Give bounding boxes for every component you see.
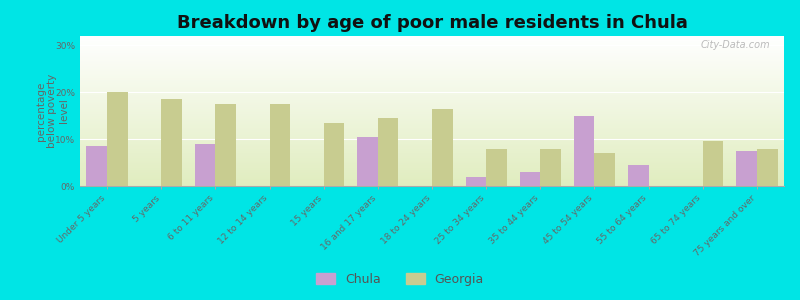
Y-axis label: percentage
below poverty
level: percentage below poverty level bbox=[36, 74, 69, 148]
Bar bbox=[540, 148, 561, 186]
Title: Breakdown by age of poor male residents in Chula: Breakdown by age of poor male residents … bbox=[177, 14, 687, 32]
Bar bbox=[702, 142, 723, 186]
Bar bbox=[358, 137, 378, 186]
Bar bbox=[378, 118, 398, 186]
Bar bbox=[162, 99, 182, 186]
Legend: Chula, Georgia: Chula, Georgia bbox=[311, 268, 489, 291]
Bar bbox=[107, 92, 128, 186]
Bar bbox=[486, 148, 506, 186]
Bar bbox=[195, 144, 215, 186]
Bar bbox=[215, 104, 236, 186]
Bar bbox=[574, 116, 594, 186]
Bar bbox=[466, 177, 486, 186]
Bar bbox=[270, 104, 290, 186]
Bar bbox=[594, 153, 615, 186]
Bar bbox=[628, 165, 649, 186]
Bar bbox=[86, 146, 107, 186]
Bar bbox=[324, 123, 344, 186]
Text: City-Data.com: City-Data.com bbox=[700, 40, 770, 50]
Bar bbox=[432, 109, 453, 186]
Bar bbox=[736, 151, 757, 186]
Bar bbox=[520, 172, 540, 186]
Bar bbox=[757, 148, 778, 186]
